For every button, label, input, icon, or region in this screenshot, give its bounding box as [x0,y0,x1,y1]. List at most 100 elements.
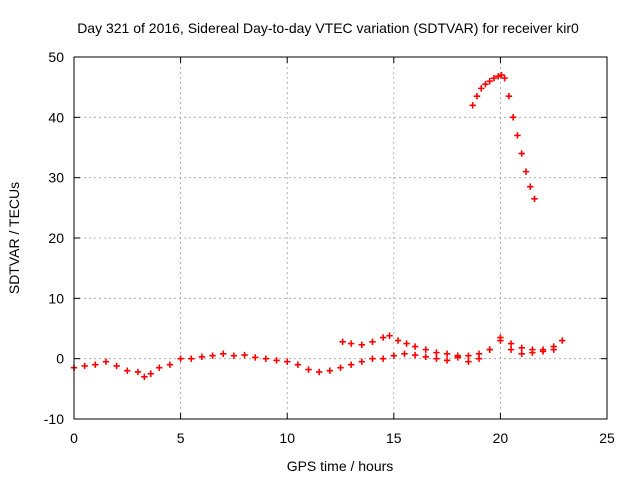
x-tick-label: 10 [279,430,295,446]
data-point [473,93,481,100]
data-point [252,354,259,361]
data-point [507,346,515,353]
data-point [209,352,216,359]
data-point [411,351,419,359]
data-point [475,350,483,358]
data-point [518,350,525,358]
data-point [347,340,355,347]
data-point [498,71,505,79]
chart-title: Day 321 of 2016, Sidereal Day-to-day VTE… [77,20,579,36]
data-point [113,362,120,370]
x-tick-label: 5 [177,430,185,446]
data-point [347,361,355,368]
data-point [188,355,195,362]
data-point [379,355,387,362]
data-point [529,346,536,353]
data-point [198,353,206,361]
data-point [339,338,346,345]
axis-ticks [73,56,608,420]
data-point [454,352,461,359]
y-tick-label: 20 [48,230,64,246]
data-point [166,361,174,368]
data-point [241,351,248,359]
data-point [358,341,366,348]
data-point [469,102,476,109]
data-points [70,71,566,380]
data-point [559,337,566,344]
y-tick-labels: -10 0 10 20 30 40 50 [44,49,64,427]
data-point [495,73,502,80]
data-point [527,183,534,190]
data-point [505,93,513,100]
data-point [443,357,451,364]
data-point [482,80,489,88]
data-point [401,350,408,358]
data-point [518,344,525,352]
data-point [394,337,402,344]
y-tick-label: 10 [48,290,64,306]
data-point [141,373,148,380]
x-tick-label: 0 [70,430,78,446]
data-point [294,361,302,368]
data-point [539,346,547,353]
grid [74,57,607,419]
data-point [531,195,538,202]
data-point [369,355,376,362]
y-tick-label: 50 [48,49,64,65]
x-axis-label: GPS time / hours [287,458,394,474]
x-tick-label: 25 [599,430,615,446]
data-point [134,368,142,376]
data-point [507,340,515,347]
data-point [478,85,485,92]
data-point [514,132,521,139]
data-point [422,353,429,361]
data-point [147,370,154,377]
data-point [497,334,504,341]
x-tick-label: 20 [493,430,509,446]
data-point [411,343,419,350]
data-point [81,362,88,370]
data-point [443,350,451,358]
x-tick-label: 15 [386,430,402,446]
data-point [156,364,163,371]
y-tick-label: 30 [48,170,64,186]
x-tick-labels: 0 5 10 15 20 25 [70,430,615,446]
data-point [486,346,493,353]
data-point [433,355,440,362]
data-point [490,74,498,82]
data-point [124,367,131,374]
data-point [465,358,472,365]
data-point [486,77,493,85]
data-point [550,343,557,350]
data-point [262,355,270,362]
data-point [358,358,366,365]
data-point [326,367,334,374]
data-point [220,350,227,358]
data-point [422,346,429,353]
series-mid-band [339,332,557,359]
data-point [102,358,110,365]
data-point [337,364,344,371]
data-point [465,352,472,359]
data-point [315,368,323,376]
series-high-arc [469,71,538,202]
data-point [273,357,280,364]
y-tick-label: 40 [48,109,64,125]
data-point [386,332,393,339]
data-point [433,349,440,356]
data-point [522,168,530,175]
data-point [379,334,387,341]
data-point [369,338,376,345]
y-axis-label: SDTVAR / TECUs [6,182,22,294]
y-tick-label: 0 [56,351,64,367]
data-point [390,352,397,359]
data-point [92,361,99,368]
data-point [230,352,238,359]
data-point [284,358,291,365]
data-point [177,355,184,362]
data-point [305,366,312,373]
data-point [518,150,525,157]
y-tick-label: -10 [44,411,64,427]
data-point [509,114,517,121]
